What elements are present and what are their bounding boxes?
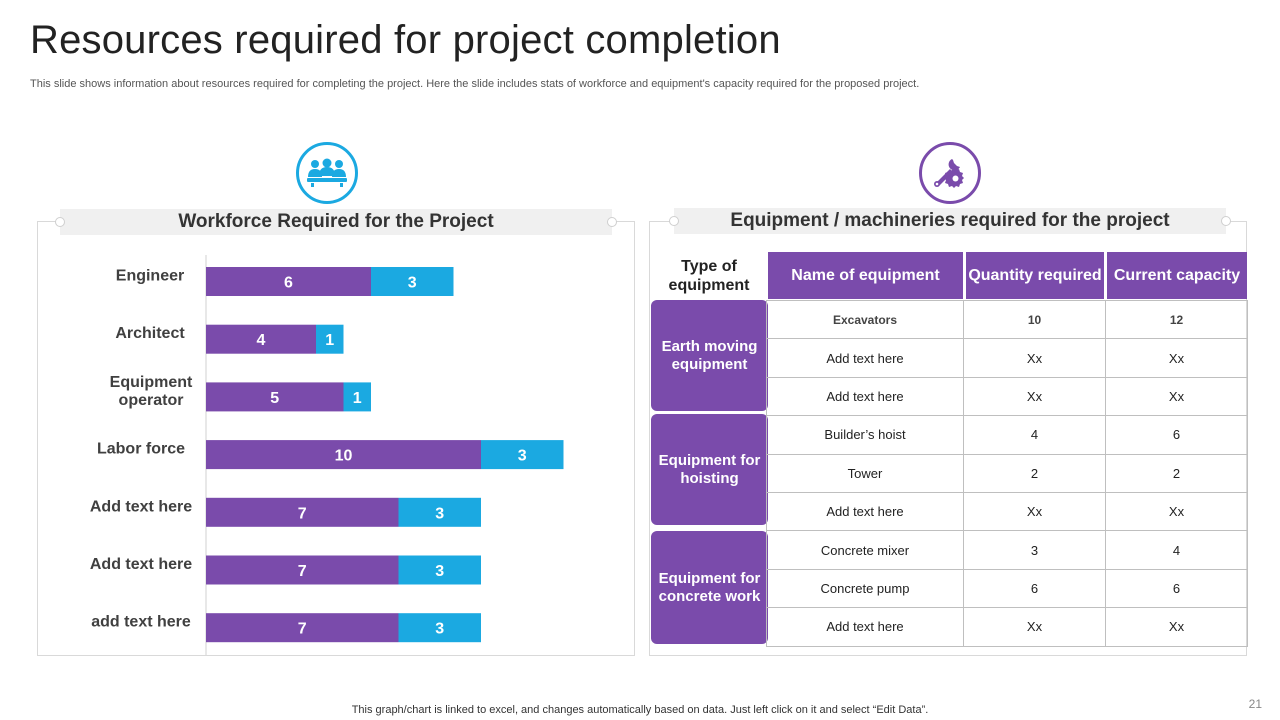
cell-quantity: Xx (963, 376, 1106, 417)
bar-series1-1 (206, 324, 316, 354)
bar-value-label: 4 (257, 332, 266, 349)
category-label: add text here (91, 614, 191, 631)
cell-capacity: Xx (1105, 491, 1248, 532)
cell-quantity: Xx (963, 607, 1106, 647)
page-number: 21 (1248, 697, 1262, 711)
cell-name: Concrete pump (766, 568, 964, 609)
category-label: Equipment operator (110, 374, 193, 409)
cell-capacity: Xx (1105, 376, 1248, 417)
category-label: Engineer (116, 268, 184, 285)
group-concrete-work: Equipment for concrete work (651, 531, 768, 644)
cell-capacity: 12 (1105, 299, 1248, 340)
header-dot (607, 217, 617, 227)
cell-name: Concrete mixer (766, 530, 964, 570)
header-dot (669, 216, 679, 226)
cell-name: Add text here (766, 338, 964, 378)
bar-value-label: 7 (298, 563, 307, 580)
cell-capacity: 6 (1105, 415, 1248, 455)
cell-capacity: 6 (1105, 568, 1248, 609)
bar-value-label: 7 (298, 505, 307, 522)
cell-capacity: 2 (1105, 453, 1248, 493)
table-row: Add text here Xx Xx (766, 376, 1248, 417)
bar-value-label: 7 (298, 621, 307, 638)
cell-name: Add text here (766, 491, 964, 532)
bar-series1-5 (206, 555, 399, 585)
bar-series2-0 (371, 267, 454, 296)
bar-value-label: 1 (353, 390, 362, 407)
cell-quantity: 6 (963, 568, 1106, 609)
table-row: Add text here Xx Xx (766, 607, 1248, 647)
bar-value-label: 3 (435, 563, 444, 580)
page-title: Resources required for project completio… (30, 18, 781, 62)
table-row: Excavators 10 12 (766, 299, 1248, 340)
category-label: Add text here (90, 556, 192, 573)
equipment-table: Excavators 10 12 Add text here Xx Xx Add… (766, 299, 1248, 647)
bar-series1-0 (206, 267, 371, 296)
bar-value-label: 1 (325, 332, 334, 349)
equipment-header: Equipment / machineries required for the… (674, 208, 1226, 234)
cell-quantity: 2 (963, 453, 1106, 493)
bar-series2-5 (398, 555, 481, 585)
page-subtitle: This slide shows information about resou… (30, 78, 920, 90)
type-of-equipment-header: Type of equipment (668, 257, 750, 294)
bar-value-label: 3 (518, 448, 527, 465)
group-earth-moving: Earth moving equipment (651, 300, 768, 411)
table-row: Concrete pump 6 6 (766, 568, 1248, 609)
col-current-capacity: Current capacity (1107, 252, 1247, 299)
bar-series2-4 (398, 497, 481, 527)
workforce-chart: 6 3 Engineer 4 1 Architect 5 1 Equipment operator… (90, 255, 564, 655)
cell-quantity: 10 (963, 299, 1106, 340)
cell-name: Tower (766, 453, 964, 493)
cell-capacity: Xx (1105, 338, 1248, 378)
category-label: Labor force (97, 441, 185, 458)
wrench-gear-icon (919, 142, 981, 204)
table-row: Add text here Xx Xx (766, 338, 1248, 378)
cell-name: Excavators (766, 299, 964, 340)
bar-series2-1 (316, 324, 344, 354)
bar-value-label: 3 (435, 621, 444, 638)
bar-series2-2 (343, 382, 371, 412)
bar-value-label: 10 (335, 448, 353, 465)
table-row: Add text here Xx Xx (766, 491, 1248, 532)
category-label: Add text here (90, 498, 192, 515)
team-meeting-icon (296, 142, 358, 204)
cell-quantity: Xx (963, 491, 1106, 532)
cell-quantity: Xx (963, 338, 1106, 378)
col-name-of-equipment: Name of equipment (768, 252, 963, 299)
table-row: Builder’s hoist 4 6 (766, 415, 1248, 455)
bar-series1-6 (206, 613, 399, 643)
col-quantity-required: Quantity required (966, 252, 1104, 299)
bar-value-label: 3 (435, 505, 444, 522)
bar-series1-2 (206, 382, 344, 412)
cell-quantity: 4 (963, 415, 1106, 455)
header-dot (1221, 216, 1231, 226)
cell-name: Builder’s hoist (766, 415, 964, 455)
bar-value-label: 3 (408, 275, 417, 292)
cell-name: Add text here (766, 607, 964, 647)
bar-series2-6 (398, 613, 481, 643)
table-row: Concrete mixer 3 4 (766, 530, 1248, 570)
bar-value-label: 5 (270, 390, 279, 407)
cell-quantity: 3 (963, 530, 1106, 570)
workforce-header: Workforce Required for the Project (60, 209, 612, 235)
cell-capacity: 4 (1105, 530, 1248, 570)
bar-series1-3 (206, 440, 481, 470)
header-dot (55, 217, 65, 227)
category-label: Architect (115, 325, 185, 342)
cell-name: Add text here (766, 376, 964, 417)
footer-note: This graph/chart is linked to excel, and… (351, 704, 929, 716)
group-hoisting: Equipment for hoisting (651, 414, 768, 525)
bar-value-label: 6 (284, 275, 293, 292)
table-row: Tower 2 2 (766, 453, 1248, 493)
bar-series2-3 (481, 440, 564, 470)
cell-capacity: Xx (1105, 607, 1248, 647)
bar-series1-4 (206, 497, 399, 527)
